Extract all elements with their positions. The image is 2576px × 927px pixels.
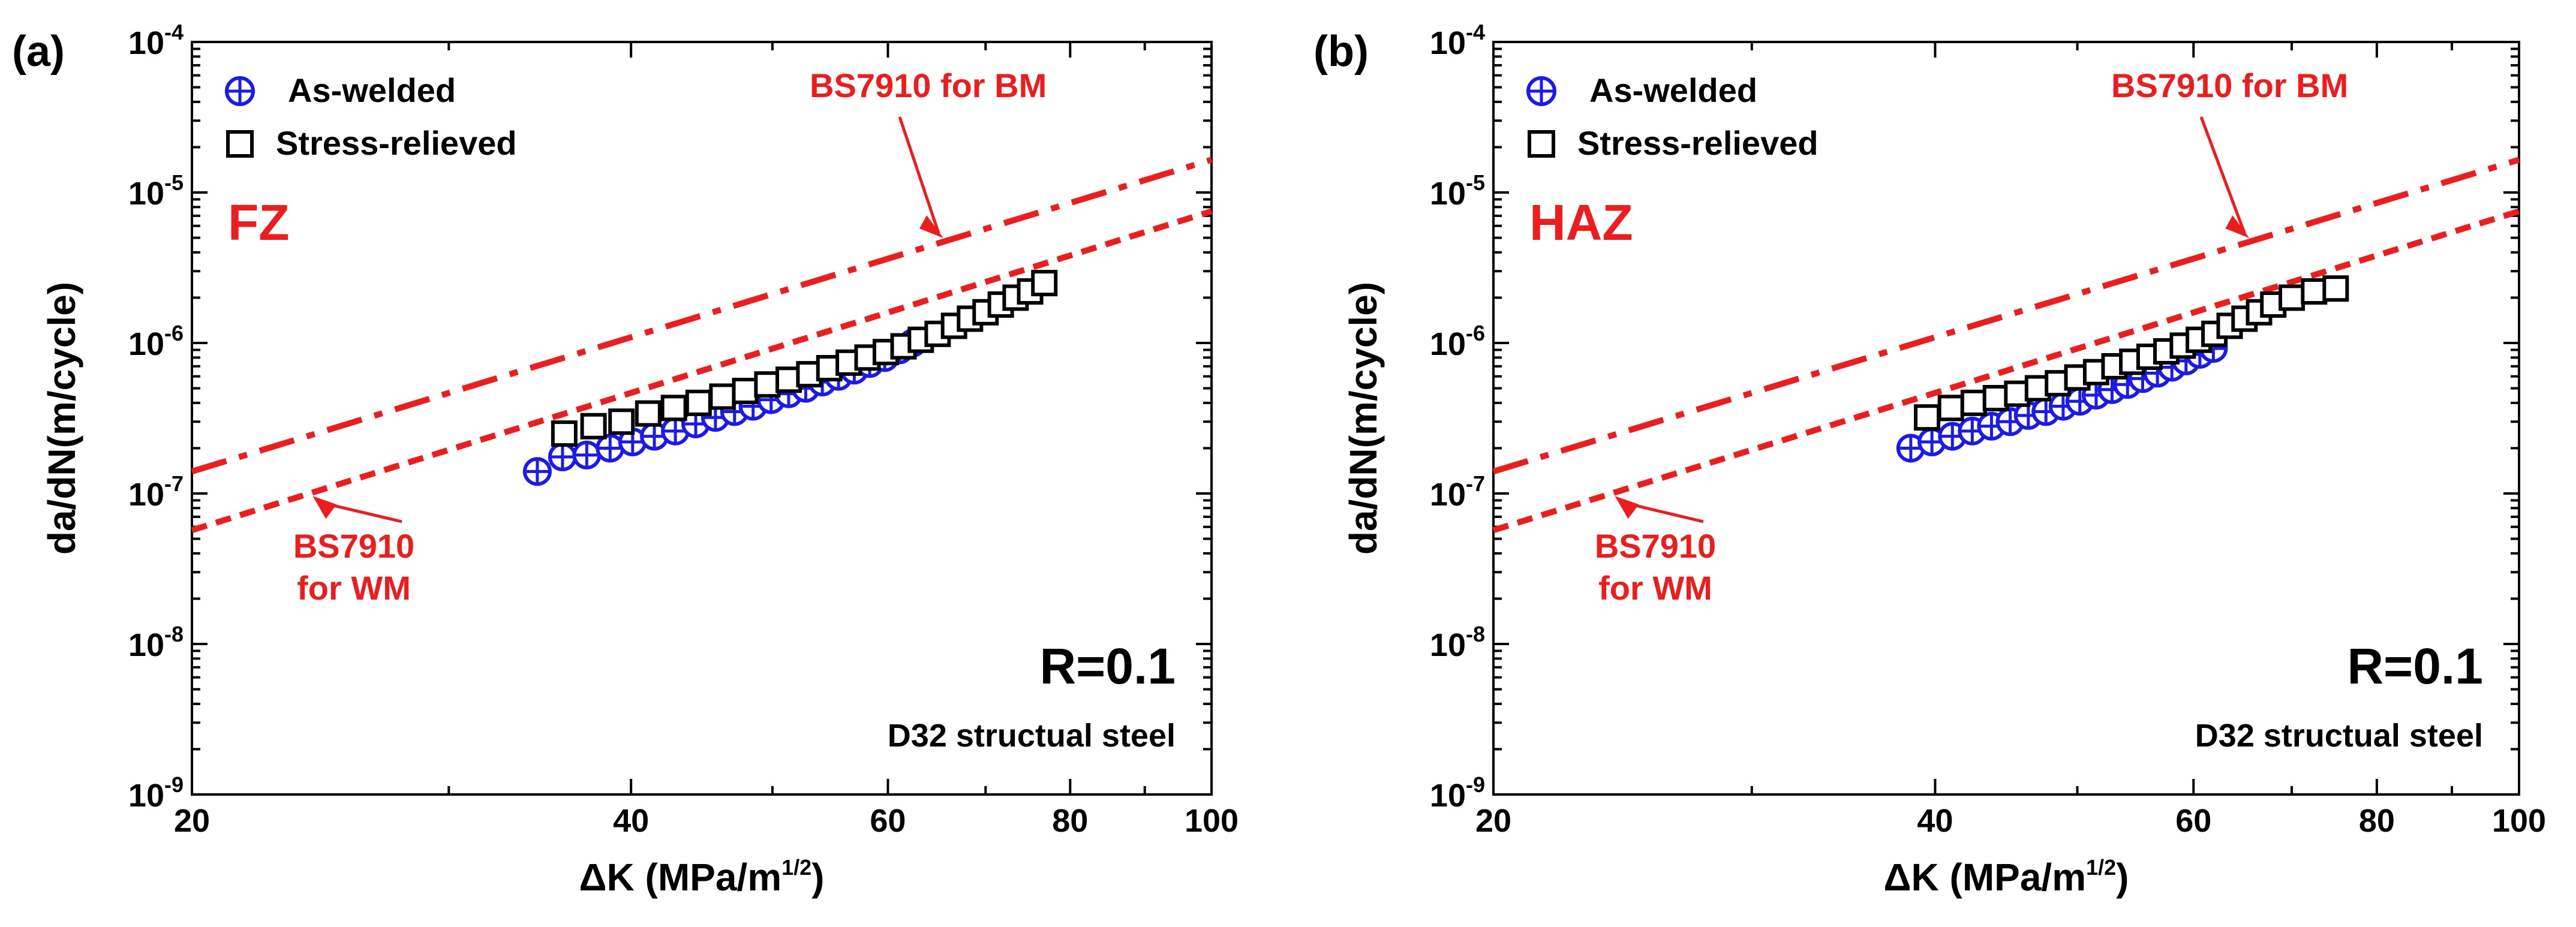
stress-relieved-point: [551, 420, 578, 447]
legend: As-welded Stress-relieved: [1526, 71, 1818, 162]
x-axis-title: ΔK (MPa/m1/2): [1884, 855, 2129, 899]
y-tick-label: 10-5: [128, 170, 184, 212]
y-tick-label: 10-4: [1430, 20, 1485, 61]
x-tick-label: 100: [1185, 803, 1239, 839]
stress-relieved-point: [580, 413, 607, 440]
y-tick-label: 10-6: [128, 321, 184, 362]
stress-relieved-point: [2301, 278, 2328, 305]
y-tick-label: 10-8: [1430, 622, 1485, 663]
x-tick-label: 60: [870, 803, 906, 839]
legend: As-welded Stress-relieved: [225, 71, 517, 162]
x-tick-label: 80: [2359, 803, 2395, 839]
as-welded-point: [572, 440, 602, 469]
y-tick-label: 10-4: [128, 20, 184, 61]
legend-stress-relieved-icon: [226, 130, 254, 158]
x-tick-label: 100: [2492, 803, 2546, 839]
y-tick-label: 10-8: [128, 622, 184, 663]
stress-relieved-point: [660, 395, 687, 422]
x-tick-label: 60: [2175, 803, 2211, 839]
stress-relieved-point: [732, 378, 759, 405]
as-welded-point: [522, 457, 552, 486]
x-tick-label: 40: [1917, 803, 1953, 839]
stress-relieved-point: [1982, 384, 2009, 411]
stress-ratio-label: R=0.1: [1040, 638, 1176, 694]
legend-label-stress-relieved: Stress-relieved: [1577, 124, 1818, 162]
arrow-bm-head: [2225, 215, 2250, 239]
stress-relieved-point: [1960, 389, 1987, 416]
region-label: FZ: [228, 194, 290, 251]
y-tick-label: 10-7: [1430, 471, 1485, 513]
stress-relieved-point: [709, 383, 736, 410]
reference-line-wm: [191, 208, 1213, 534]
x-tick-label: 20: [1475, 803, 1511, 839]
stress-relieved-point: [2322, 275, 2349, 302]
x-tick-label: 20: [174, 803, 210, 839]
stress-relieved-point: [2279, 284, 2306, 311]
x-tick-label: 80: [1052, 803, 1088, 839]
stress-relieved-point: [1937, 395, 1964, 422]
panel-tag: (a): [12, 28, 65, 76]
as-welded-point: [596, 434, 625, 463]
arrow-wm-head: [312, 496, 337, 519]
y-tick-label: 10-9: [1430, 772, 1485, 814]
x-tick-label: 40: [613, 803, 649, 839]
stress-relieved-point: [1914, 404, 1941, 431]
arrow-bm-head: [919, 215, 944, 239]
legend-label-as-welded: As-welded: [1589, 71, 1757, 109]
stress-relieved-point: [1031, 270, 1058, 297]
arrow-wm-head: [1615, 496, 1639, 519]
region-label: HAZ: [1529, 194, 1633, 251]
y-axis-title: da/dN(m/cycle): [40, 282, 83, 555]
legend-stress-relieved-icon: [1528, 130, 1555, 158]
stress-relieved-point: [754, 371, 781, 398]
stress-relieved-point: [685, 389, 712, 416]
chart-panel-a: 20 40 60 80 100 10-9 10-8 10-7 10-6 10-5 10-4 ΔK (M…: [12, 20, 1239, 899]
panel-tag: (b): [1313, 28, 1369, 76]
material-label: D32 structual steel: [2195, 718, 2483, 754]
stress-ratio-label: R=0.1: [2347, 638, 2484, 694]
legend-label-as-welded: As-welded: [288, 71, 456, 109]
legend-label-stress-relieved: Stress-relieved: [276, 124, 517, 162]
chart-panel-b: 20 40 60 80 100 10-9 10-8 10-7 10-6 10-5 10-4 ΔK (M…: [1313, 20, 2546, 899]
y-tick-label: 10-6: [1430, 321, 1485, 362]
as-welded-point: [548, 442, 577, 471]
plot-frame: [191, 41, 1213, 796]
plot-frame: [1492, 41, 2520, 796]
material-label: D32 structual steel: [888, 718, 1176, 754]
reference-label-wm-line1: BS7910: [293, 527, 414, 565]
x-axis-title: ΔK (MPa/m1/2): [579, 855, 825, 899]
reference-label-bm: BS7910 for BM: [810, 67, 1047, 104]
reference-label-bm: BS7910 for BM: [2111, 67, 2348, 104]
y-tick-label: 10-7: [128, 471, 184, 513]
reference-label-wm-line2: for WM: [1598, 569, 1712, 607]
reference-line-wm: [1492, 208, 2520, 534]
stress-relieved-point: [608, 408, 635, 435]
reference-label-wm-line2: for WM: [297, 569, 411, 607]
stress-relieved-point: [635, 400, 662, 427]
arrow-bm: [2199, 116, 2246, 234]
stress-relieved-point: [872, 339, 899, 366]
y-axis-title: da/dN(m/cycle): [1342, 282, 1385, 555]
y-tick-label: 10-9: [128, 772, 184, 814]
arrow-bm: [898, 116, 940, 234]
reference-label-wm-line1: BS7910: [1595, 527, 1716, 565]
y-tick-label: 10-5: [1430, 170, 1485, 212]
as-welded-point: [2031, 397, 2061, 426]
